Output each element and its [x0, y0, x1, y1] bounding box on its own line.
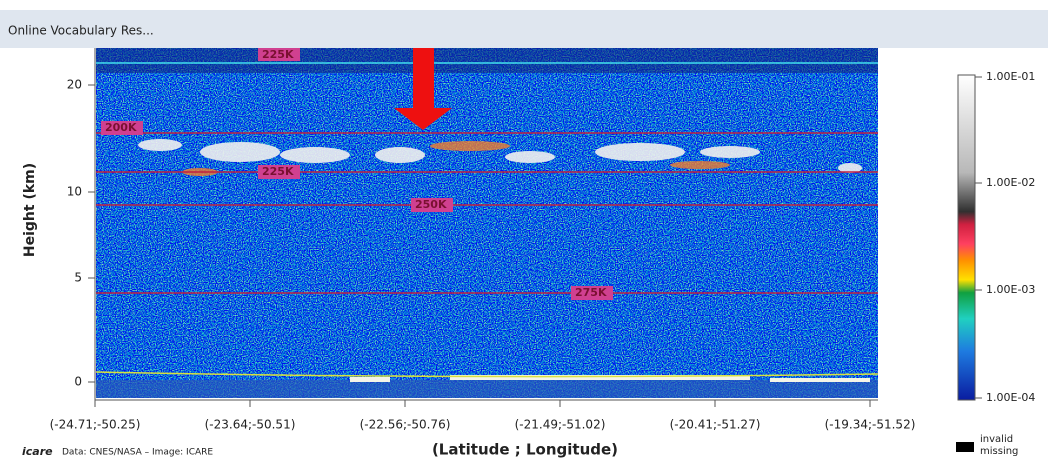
temp-label: 275K	[575, 286, 607, 299]
y-tick-label: 20	[67, 78, 82, 92]
colorbar-label: 1.00E-01	[986, 70, 1035, 83]
x-tick-label: (-24.71;-50.25)	[50, 418, 141, 432]
y-tick-label: 10	[67, 185, 82, 199]
invalid-swatch	[956, 442, 974, 452]
x-axis-label: (Latitude ; Longitude)	[432, 441, 618, 459]
title-bar	[0, 10, 1048, 48]
x-ticks: (-24.71;-50.25) (-23.64;-50.51) (-22.56;…	[50, 400, 916, 432]
red-arrow	[394, 48, 452, 130]
y-tick-label: 5	[74, 271, 82, 285]
x-tick-label: (-21.49;-51.02)	[515, 418, 606, 432]
colorbar	[957, 74, 976, 401]
window-title: Online Vocabulary Res...	[8, 24, 154, 38]
temp-label: 225K	[262, 165, 294, 178]
y-tick-label: 0	[74, 375, 82, 389]
x-tick-label: (-23.64;-50.51)	[205, 418, 296, 432]
temp-label: 225K	[262, 48, 294, 61]
y-axis-label: Height (km)	[22, 163, 38, 257]
credit: Data: CNES/NASA – Image: ICARE	[62, 448, 213, 458]
plot-image	[96, 48, 878, 398]
temp-label: 200K	[105, 121, 137, 134]
legend-text: invalid	[980, 434, 1013, 445]
colorbar-label: 1.00E-02	[986, 176, 1035, 189]
legend-text: missing	[980, 446, 1018, 457]
colorbar-labels: 1.00E-01 1.00E-02 1.00E-03 1.00E-04	[975, 70, 1035, 404]
y-ticks: 20 10 5 0	[67, 78, 95, 389]
x-tick-label: (-20.41;-51.27)	[670, 418, 761, 432]
colorbar-label: 1.00E-04	[986, 391, 1035, 404]
temperature-labels: 225K 200K 225K 250K 275K	[101, 48, 613, 300]
temp-label: 250K	[415, 198, 447, 211]
logo: icare	[22, 445, 53, 458]
colorbar-label: 1.00E-03	[986, 283, 1035, 296]
x-tick-label: (-22.56;-50.76)	[360, 418, 451, 432]
x-tick-label: (-19.34;-51.52)	[825, 418, 916, 432]
